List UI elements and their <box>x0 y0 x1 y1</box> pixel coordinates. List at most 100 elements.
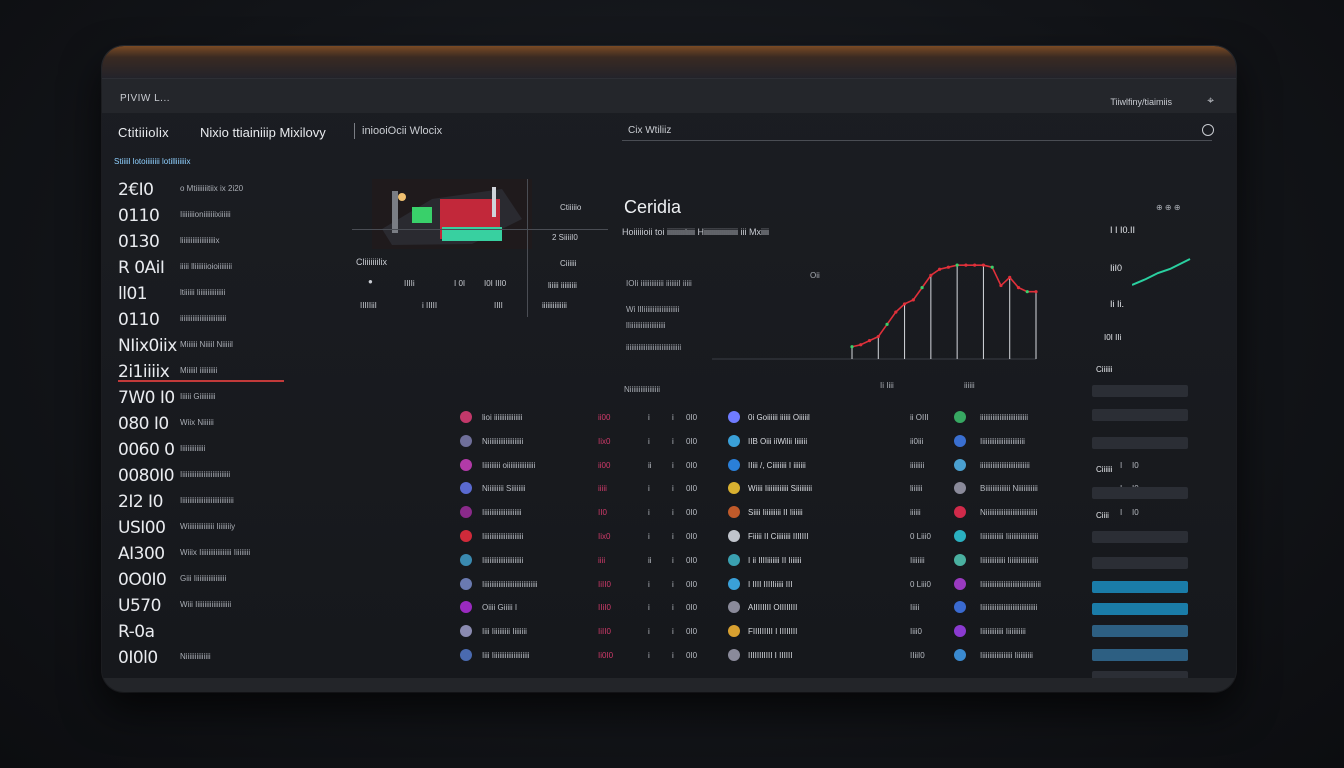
account-label[interactable]: Tiiwlfiny/tiaimiis <box>1110 97 1172 107</box>
chart-subtitle: Hoiiiiioii toi iiiiiiiiiliiii Hiiiiiiiii… <box>622 227 769 237</box>
trading-thumbnail[interactable] <box>372 179 532 249</box>
chart-title: Ceridia <box>624 197 682 217</box>
price-row[interactable]: 7W0 I0 Iiiiii Giiiiiiiii <box>114 386 314 412</box>
price-row[interactable]: 0110 iiiiiiiiiiiiiiiiiiiiiiiiii <box>114 308 314 334</box>
chart-point <box>894 310 898 314</box>
pair-icon <box>954 553 966 566</box>
asset-col-e: 0I0 <box>686 413 698 422</box>
chart-point <box>964 263 968 267</box>
price-row[interactable]: ll01 ltiiiiii liiiiiiiiiiiiiii <box>114 282 314 308</box>
market-icon <box>728 458 740 471</box>
chart-series-line <box>851 264 1036 348</box>
right-action-bar-1[interactable] <box>1092 581 1188 593</box>
price-row[interactable]: U570 Wiii Iiiiiiiiiiiiiiiiiiii <box>114 594 314 620</box>
right-action-bar-4[interactable] <box>1092 649 1188 661</box>
right-field-6[interactable] <box>1092 557 1188 569</box>
pair-icon <box>954 434 966 447</box>
price-row[interactable]: USI00 Wiiiiiiiiiiiiiii Iiiiiiiiy <box>114 516 314 542</box>
pair-icon <box>954 529 966 542</box>
market-value: 0 Liii0 <box>910 579 931 589</box>
price-row[interactable]: R 0AiI iiiii lliiiiiiioioiiiiiiii <box>114 256 314 282</box>
right-field-1[interactable] <box>1092 385 1188 397</box>
table-row[interactable]: Iiii Iiiiiiiiii Iiiiiiii IiII0 i i 0I0 FIIIII… <box>342 621 1139 645</box>
price-value: 0060 0 <box>118 440 175 460</box>
market-value: 0 Liii0 <box>910 531 931 541</box>
market-value: IIiiI0 <box>910 650 925 660</box>
overview-row-b-2: i IIIII <box>422 301 438 310</box>
price-row[interactable]: 0I0l0 Niiiiiiiiiiiiii <box>114 646 314 672</box>
overview-stat-2: Ciiiiii <box>560 259 577 268</box>
right-field-5[interactable] <box>1092 531 1188 543</box>
chart-point <box>911 298 915 302</box>
market-name: Wiiii Iiiiiiiiiiiii Siiiiiiiii <box>748 484 812 494</box>
table-row[interactable]: lioi iiiiiiiiiiiiiiii ii00 i i 0I0 0i Goiiiii… <box>342 407 1139 431</box>
asset-col-e: 0I0 <box>686 508 698 518</box>
price-value: U570 <box>118 596 161 616</box>
price-row[interactable]: 0130 liiiiiiiiiiiiiiiiiiix <box>114 230 314 256</box>
price-row[interactable]: 0110 Iiiiiiiioniiiiiiixiiiiii <box>114 204 314 230</box>
table-row[interactable]: Niiiiiiiiiiiiiiiiiiii Iix0 i i 0I0 IIB Oiii i… <box>342 431 1139 455</box>
asset-col-c: ii <box>648 460 652 470</box>
asset-name: Oiiii Giiiii I <box>482 603 518 613</box>
asset-col-d: i <box>672 579 674 589</box>
pair-icon <box>954 411 966 423</box>
price-row[interactable]: 2€I0 o Mtiiiiiiitiix ix 2i20 <box>114 178 314 204</box>
overview-row-a-1[interactable]: ● <box>368 277 373 286</box>
asset-col-d: i <box>672 603 674 613</box>
pin-icon[interactable]: ⌖ <box>1207 93 1214 107</box>
price-value: 0080I0 <box>118 466 175 486</box>
table-row[interactable]: Iiiiiiiiiiiiiiiiiiiiii II0 i i 0I0 Siiii Iiii… <box>342 502 1139 526</box>
right-field-2[interactable] <box>1092 409 1188 421</box>
table-row[interactable]: Iiiiiiiiiiiiiiiiiiiiiiiiiiiiiii IiII0 i i 0I… <box>342 574 1139 598</box>
right-field-3[interactable] <box>1092 437 1188 449</box>
asset-name: Iiiiiiiiiiiiiiiiiiiiiiiiiiiiiii <box>482 579 538 589</box>
price-line-chart[interactable] <box>622 247 1042 377</box>
right-action-bar-2[interactable] <box>1092 603 1188 615</box>
asset-col-e: 0I0 <box>686 579 698 589</box>
right-field-4[interactable] <box>1092 487 1188 499</box>
brand-logo[interactable]: Ctitiiiolix <box>118 125 169 140</box>
search-input[interactable]: Cix Wtiliiz <box>622 121 1212 141</box>
settings-icon[interactable] <box>1202 124 1214 136</box>
chart-meta-4: iiiiiiiiiiiiiiiiiiiiiiiiiiiiiii <box>626 343 682 352</box>
market-value: iiiiiiii <box>910 460 925 470</box>
asset-change: ii00 <box>598 460 611 470</box>
price-row[interactable]: 080 I0 Wiix Niiiiii <box>114 412 314 438</box>
price-row[interactable]: R-0a <box>114 620 314 646</box>
window-title: PIVIW L... <box>120 93 171 104</box>
price-value: 2i1iiiix <box>118 362 170 382</box>
price-row[interactable]: 2I2 I0 Iiiiiiiiiiiiiiiiiiiiiiiiiiiiii <box>114 490 314 516</box>
price-row[interactable]: 0060 0 Iiiiiiiiiiiiii <box>114 438 314 464</box>
price-row[interactable]: 0080I0 Iiiiiiiiiiiiiiiiiiiiiiiiiiii <box>114 464 314 490</box>
asset-change: iiii <box>598 555 606 565</box>
thumbnail-light <box>398 193 406 201</box>
table-row[interactable]: Oiiii Giiiii I IIiI0 i i 0I0 AIIIIIIII OIIIII… <box>342 597 1140 621</box>
pair-name: iiiiiiiiiiiiiiiiiiiiiiiiiiii <box>980 460 1030 470</box>
table-row[interactable]: Iiiiiiiiiiiiiiiiiiiiiii Iix0 i i 0I0 Fiiiii I… <box>342 526 1139 550</box>
tab-watchlist[interactable]: iniooiOcii Wlocix <box>362 125 443 137</box>
right-stat-1: I I I0.II <box>1110 225 1136 235</box>
asset-change: iiiii <box>598 484 607 494</box>
price-label: Miiiiil iiiiiiiiii <box>180 366 218 375</box>
price-row[interactable]: NIix0iix Miiiiii Niiiil Niiiiil <box>114 334 314 360</box>
right-icons[interactable]: ⊕ ⊕ ⊕ <box>1156 203 1181 212</box>
pair-name: Biiiiiiiiiiiiii Niiiiiiiiiii <box>980 484 1038 494</box>
price-row[interactable]: 2i1iiiix Miiiiil iiiiiiiiii <box>114 360 314 386</box>
pair-name: Niiiiiiiiiiiiiiiiiiiiiiiiiiiii <box>980 508 1038 518</box>
asset-col-e: 0I0 <box>686 650 698 660</box>
asset-col-c: i <box>648 603 650 613</box>
table-row[interactable]: Iiiiiiiiii oiiiiiiiiiiiiiiii ii00 ii i 0I0 II… <box>342 455 1139 479</box>
table-row[interactable]: Niiiiiiiii Siiiiiiii iiiii i i 0I0 Wiiii Iiii… <box>342 478 1139 502</box>
table-row[interactable]: Iiiiiiiiiiiiiiiiiiiiiii iiii ii i 0I0 I ii II… <box>342 550 1139 574</box>
price-row[interactable]: 0O0I0 Giii Iiiiiiiiiiiiiiiiii <box>114 568 314 594</box>
asset-col-e: 0I0 <box>686 603 698 613</box>
asset-col-d: i <box>672 555 674 565</box>
price-row[interactable]: AI300 Wiiix Iiiiiiiiiiiiiiiiii Iiiiiiiii <box>114 542 314 568</box>
market-value: iiiiii <box>910 508 921 518</box>
asset-change: IiII0 <box>598 627 611 637</box>
market-value: Iiii0 <box>910 627 923 637</box>
chart-point <box>902 302 907 306</box>
right-action-bar-3[interactable] <box>1092 625 1188 637</box>
asset-name: Iiiiiiiiiiiiiiiiiiiiii <box>482 508 522 518</box>
table-row[interactable]: Iiii Iiiiiiiiiiiiiiiiiiiii Ii0I0 i i 0I0 IIII… <box>342 645 1139 669</box>
